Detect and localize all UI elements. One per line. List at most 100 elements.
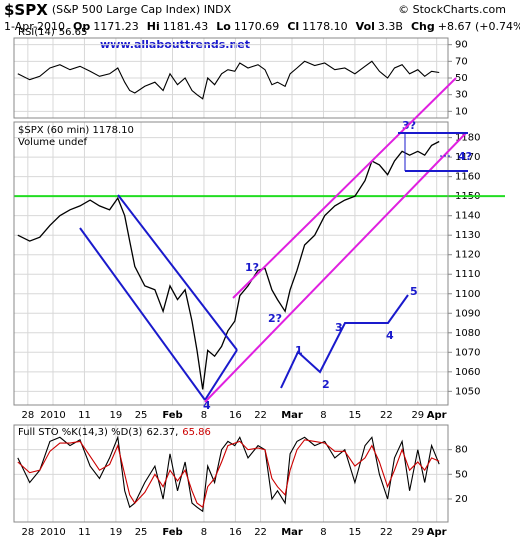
stats-row: 1-Apr-2010 Op 1171.23 Hi 1181.43 Lo 1170.69 Cl 1…	[4, 20, 520, 33]
series-line	[17, 439, 440, 509]
channel-line	[204, 349, 238, 401]
channel-line	[204, 132, 467, 403]
y-tick-label: 1070	[455, 347, 480, 358]
panel-frame	[13, 121, 449, 406]
y-tick-label: 1080	[455, 328, 480, 339]
y-tick-label: 1090	[455, 308, 480, 319]
stat-value: 1178.10	[302, 20, 348, 33]
panel: 10 30 50 70 90	[13, 37, 468, 119]
stat-value: 1170.69	[234, 20, 280, 33]
x-tick-label: 25	[135, 527, 148, 538]
x-tick-label: 2010	[40, 410, 65, 421]
y-tick-label: 80	[455, 445, 468, 456]
series-line	[17, 140, 440, 390]
y-tick-label: 50	[455, 73, 468, 84]
y-tick-label: 10	[455, 106, 468, 117]
x-tick-label: 22	[380, 527, 393, 538]
y-tick-label: 1110	[455, 269, 480, 280]
wave-label: 4	[203, 399, 211, 412]
channel-line	[79, 227, 206, 401]
y-tick-label: 1170	[455, 152, 480, 163]
x-tick-label: 19	[110, 410, 123, 421]
panel: 20 50 80	[13, 424, 468, 523]
series-line	[17, 435, 440, 513]
x-tick-label: 19	[110, 527, 123, 538]
stat-label: Cl	[287, 20, 299, 33]
trendlines	[79, 77, 468, 403]
y-tick-label: 1050	[455, 386, 480, 397]
y-tick-label: 1120	[455, 250, 480, 261]
x-tick-label: Mar	[281, 410, 303, 421]
y-tick-label: 1100	[455, 289, 480, 300]
panel: 1050 1060 1070 1080 1090 1100 1110 1120 1130 1140…	[13, 121, 505, 406]
x-tick-label: 2010	[40, 527, 65, 538]
wave-label: 1?	[245, 261, 259, 274]
y-tick-label: 1130	[455, 230, 480, 241]
panel-legend: RSI(14) 56.65	[18, 27, 87, 38]
index-name: (S&P 500 Large Cap Index) INDX	[52, 3, 232, 16]
wave-label: 1	[295, 344, 303, 357]
panel-legend: Full STO %K(14,3) %D(3) 62.37, 65.86	[18, 427, 211, 438]
stat-value: 1181.43	[163, 20, 209, 33]
legend-value: 56.65	[59, 27, 88, 38]
wave-sketch	[280, 294, 409, 389]
x-tick-label: 15	[349, 410, 362, 421]
series-line	[17, 60, 440, 100]
x-tick-label: 15	[349, 527, 362, 538]
x-tick-label: 8	[201, 410, 207, 421]
x-tick-label: 28	[21, 410, 34, 421]
stat-label: Lo	[216, 20, 231, 33]
stat-label: Chg	[411, 20, 435, 33]
x-tick-label: 11	[78, 527, 91, 538]
stat-label: Hi	[147, 20, 160, 33]
x-tick-label: 16	[229, 410, 242, 421]
wave-label: 3	[335, 321, 343, 334]
x-tick-label: 29	[411, 410, 424, 421]
y-tick-label: 30	[455, 90, 468, 101]
y-tick-label: 1180	[455, 133, 480, 144]
x-tick-label: 22	[254, 410, 267, 421]
channel-line	[232, 77, 457, 299]
symbol: $SPX	[4, 1, 48, 19]
x-tick-label: 22	[380, 410, 393, 421]
panel-subtitle: Volume undef	[18, 137, 88, 148]
x-tick-label: Feb	[162, 410, 182, 421]
x-tick-label: 22	[254, 527, 267, 538]
x-tick-label: Apr	[427, 527, 447, 538]
panel-frame	[13, 37, 449, 119]
x-tick-label: 8	[320, 527, 326, 538]
header-title: $SPX (S&P 500 Large Cap Index) INDX	[4, 1, 232, 19]
stat-label: Vol	[356, 20, 375, 33]
x-tick-label: Mar	[281, 527, 303, 538]
wave-label: 2	[322, 378, 330, 391]
y-tick-label: 90	[455, 40, 468, 51]
source: © StockCharts.com	[398, 3, 506, 16]
stat-value: 1171.23	[93, 20, 139, 33]
legend-value: 62.37,	[146, 427, 178, 438]
x-tick-label: 29	[411, 527, 424, 538]
x-tick-label: Feb	[162, 527, 182, 538]
x-tick-label: Apr	[427, 410, 447, 421]
x-tick-label: 8	[320, 410, 326, 421]
y-tick-label: 1160	[455, 172, 480, 183]
wave-label: 4	[386, 329, 394, 342]
date: 1-Apr-2010	[4, 20, 65, 33]
x-tick-label: 8	[201, 527, 207, 538]
x-tick-label: 25	[135, 410, 148, 421]
x-tick-label: 28	[21, 527, 34, 538]
wave-label: 4?	[458, 150, 472, 163]
y-tick-label: 1060	[455, 367, 480, 378]
legend-value: 65.86	[182, 427, 211, 438]
panel-frame	[13, 424, 449, 523]
x-tick-label: 16	[229, 527, 242, 538]
channel-line	[117, 194, 238, 351]
stat-value: +8.67 (+0.74%)	[438, 20, 520, 33]
y-tick-label: 1140	[455, 211, 480, 222]
panel-legend: $SPX (60 min) 1178.10	[18, 125, 134, 136]
y-tick-label: 50	[455, 469, 468, 480]
y-tick-label: 20	[455, 494, 468, 505]
legend-title: RSI(14)	[18, 27, 55, 38]
x-tick-label: 11	[78, 410, 91, 421]
wave-label: 5	[410, 285, 418, 298]
legend-title: Full STO %K(14,3) %D(3)	[18, 427, 143, 438]
